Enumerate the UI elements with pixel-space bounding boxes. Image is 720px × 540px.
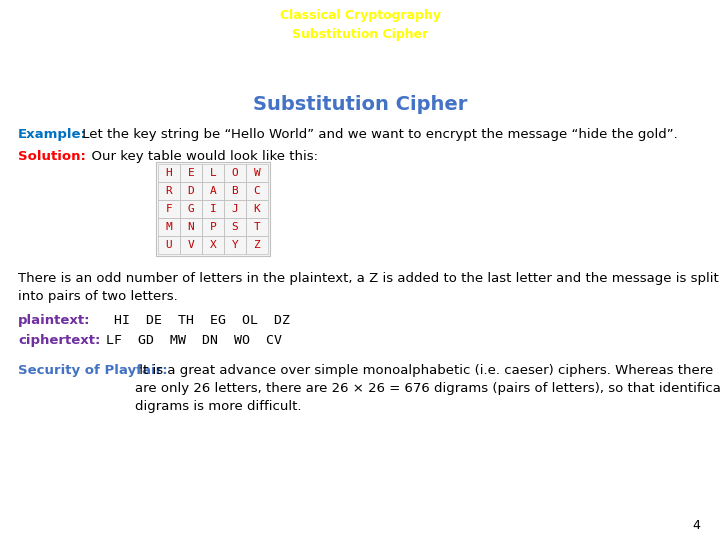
Bar — [224, 218, 246, 236]
Text: There is an odd number of letters in the plaintext, a Z is added to the last let: There is an odd number of letters in the… — [18, 272, 719, 303]
Text: L: L — [210, 168, 217, 178]
Bar — [246, 164, 268, 182]
Bar — [246, 200, 268, 218]
Bar — [202, 236, 224, 254]
Text: plaintext:: plaintext: — [18, 314, 91, 327]
Text: HI  DE  TH  EG  OL  DZ: HI DE TH EG OL DZ — [90, 314, 290, 327]
Text: S: S — [232, 222, 238, 232]
Bar — [202, 164, 224, 182]
Text: O: O — [232, 168, 238, 178]
Text: T: T — [253, 222, 261, 232]
Bar — [158, 236, 180, 254]
Text: B: B — [232, 186, 238, 196]
Text: M: M — [166, 222, 172, 232]
Text: Example:: Example: — [18, 128, 87, 141]
Text: 4: 4 — [692, 519, 700, 532]
Text: ciphertext:: ciphertext: — [18, 334, 100, 347]
Bar — [246, 218, 268, 236]
Bar — [180, 218, 202, 236]
Text: F: F — [166, 204, 172, 214]
Text: E: E — [188, 168, 194, 178]
Text: A: A — [210, 186, 217, 196]
Bar — [158, 218, 180, 236]
Bar — [202, 200, 224, 218]
Text: C: C — [253, 186, 261, 196]
Text: Solution:: Solution: — [18, 150, 86, 163]
Text: Security of Playfair:: Security of Playfair: — [18, 364, 168, 377]
Text: D: D — [188, 186, 194, 196]
Text: R: R — [166, 186, 172, 196]
Bar — [202, 218, 224, 236]
Bar — [158, 164, 180, 182]
Text: J: J — [232, 204, 238, 214]
Bar — [202, 182, 224, 200]
Text: Y: Y — [232, 240, 238, 250]
Bar — [158, 182, 180, 200]
Bar — [224, 200, 246, 218]
Text: Classical Cryptography
Substitution Cipher: Classical Cryptography Substitution Ciph… — [279, 9, 441, 40]
Bar — [246, 236, 268, 254]
Text: H: H — [166, 168, 172, 178]
Bar — [180, 236, 202, 254]
Bar — [246, 182, 268, 200]
Text: K: K — [253, 204, 261, 214]
Bar — [224, 182, 246, 200]
Text: G: G — [188, 204, 194, 214]
FancyBboxPatch shape — [156, 162, 270, 256]
Text: I: I — [210, 204, 217, 214]
Text: P: P — [210, 222, 217, 232]
Bar — [180, 200, 202, 218]
Text: Let the key string be “Hello World” and we want to encrypt the message “hide the: Let the key string be “Hello World” and … — [78, 128, 678, 141]
Text: U: U — [166, 240, 172, 250]
Bar — [224, 164, 246, 182]
Text: N: N — [188, 222, 194, 232]
Text: Our key table would look like this:: Our key table would look like this: — [83, 150, 318, 163]
Text: Substitution Cipher: Substitution Cipher — [253, 95, 467, 114]
Text: Mustansiriyah University
Engineering College
Computer Engineering Dep.: Mustansiriyah University Engineering Col… — [7, 9, 191, 60]
Bar — [180, 164, 202, 182]
Text: W: W — [253, 168, 261, 178]
Text: Class: Third Year
Course name: Data Encryption
Lecturer: Fatimah Al-Ubaidy: Class: Third Year Course name: Data Encr… — [510, 9, 713, 60]
Text: X: X — [210, 240, 217, 250]
Bar — [158, 200, 180, 218]
Text: V: V — [188, 240, 194, 250]
Bar — [224, 236, 246, 254]
Bar — [180, 182, 202, 200]
Text: Z: Z — [253, 240, 261, 250]
Text: It is a great advance over simple monoalphabetic (i.e. caeser) ciphers. Whereas : It is a great advance over simple monoal… — [135, 364, 720, 413]
Text: LF  GD  MW  DN  WO  CV: LF GD MW DN WO CV — [90, 334, 282, 347]
